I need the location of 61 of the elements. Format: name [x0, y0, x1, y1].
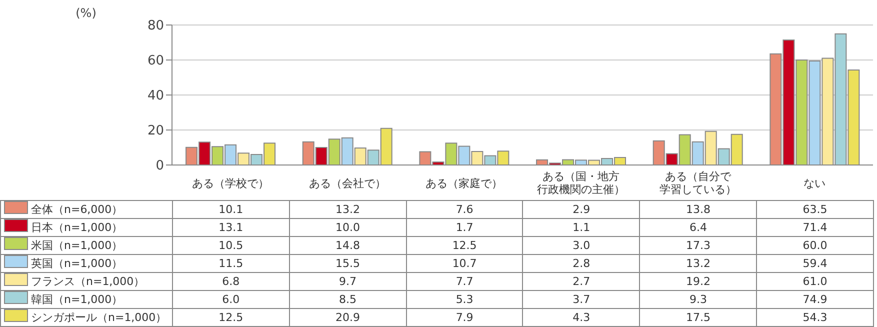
y-tick-label: 60	[147, 54, 164, 69]
data-label: 15.5	[289, 254, 406, 272]
data-label: 20.9	[289, 308, 406, 326]
data-label: 1.7	[406, 218, 523, 236]
data-label: 13.1	[172, 218, 290, 236]
legend-label: 英国（n=1,000）	[31, 257, 123, 270]
data-label: 7.6	[406, 200, 523, 218]
data-label: 54.3	[756, 308, 874, 326]
y-tick-label: 80	[147, 18, 164, 34]
data-label: 9.3	[640, 290, 757, 308]
data-label: 3.0	[522, 236, 640, 254]
legend-label: 韓国（n=1,000）	[31, 293, 123, 306]
data-label: 13.8	[640, 200, 757, 218]
data-label: 2.8	[522, 254, 640, 272]
y-axis-title: (%)	[76, 6, 96, 20]
y-tick-label: 0	[156, 158, 164, 174]
data-label: 1.1	[522, 218, 640, 236]
x-tick-label: ある（国・地方行政機関の主催）	[536, 170, 625, 196]
data-label: 14.8	[289, 236, 406, 254]
data-label: 10.5	[172, 236, 290, 254]
data-label: 10.0	[289, 218, 406, 236]
data-label: 61.0	[756, 272, 874, 290]
y-tick-label: 20	[147, 124, 164, 139]
x-tick-label: ある（自分で学習している）	[659, 170, 736, 196]
data-label: 8.5	[289, 290, 406, 308]
data-label: 60.0	[756, 236, 874, 254]
legend-label: フランス（n=1,000）	[31, 275, 145, 288]
data-label: 19.2	[640, 272, 757, 290]
data-label: 7.9	[406, 308, 523, 326]
data-label: 12.5	[406, 236, 523, 254]
data-label: 2.9	[522, 200, 640, 218]
data-label: 71.4	[756, 218, 874, 236]
data-label: 12.5	[172, 308, 290, 326]
data-label: 74.9	[756, 290, 874, 308]
data-label: 13.2	[640, 254, 757, 272]
data-label: 11.5	[172, 254, 290, 272]
x-tick-label: ある（学校で）	[192, 177, 269, 190]
data-label: 59.4	[756, 254, 874, 272]
data-label: 17.3	[640, 236, 757, 254]
data-label: 10.7	[406, 254, 523, 272]
data-label: 9.7	[289, 272, 406, 290]
data-label: 4.3	[522, 308, 640, 326]
x-tick-label: ある（会社で）	[308, 177, 386, 190]
data-label: 13.2	[289, 200, 406, 218]
y-tick-label: 40	[147, 88, 164, 104]
legend-label: 日本（n=1,000）	[31, 221, 123, 234]
data-label: 10.1	[172, 200, 290, 218]
legend-label: 米国（n=1,000）	[31, 239, 123, 252]
data-label: 5.3	[406, 290, 523, 308]
legend-label: シンガポール（n=1,000）	[31, 311, 167, 324]
data-label: 6.8	[172, 272, 290, 290]
data-label: 3.7	[522, 290, 640, 308]
data-label: 6.0	[172, 290, 290, 308]
data-label: 63.5	[756, 200, 874, 218]
data-label: 2.7	[522, 272, 640, 290]
x-tick-label: ある（家庭で）	[426, 177, 503, 190]
x-tick-label: ない	[804, 177, 826, 190]
legend-label: 全体（n=6,000）	[31, 203, 123, 216]
data-label: 7.7	[406, 272, 523, 290]
data-label: 17.5	[640, 308, 757, 326]
data-label: 6.4	[640, 218, 757, 236]
